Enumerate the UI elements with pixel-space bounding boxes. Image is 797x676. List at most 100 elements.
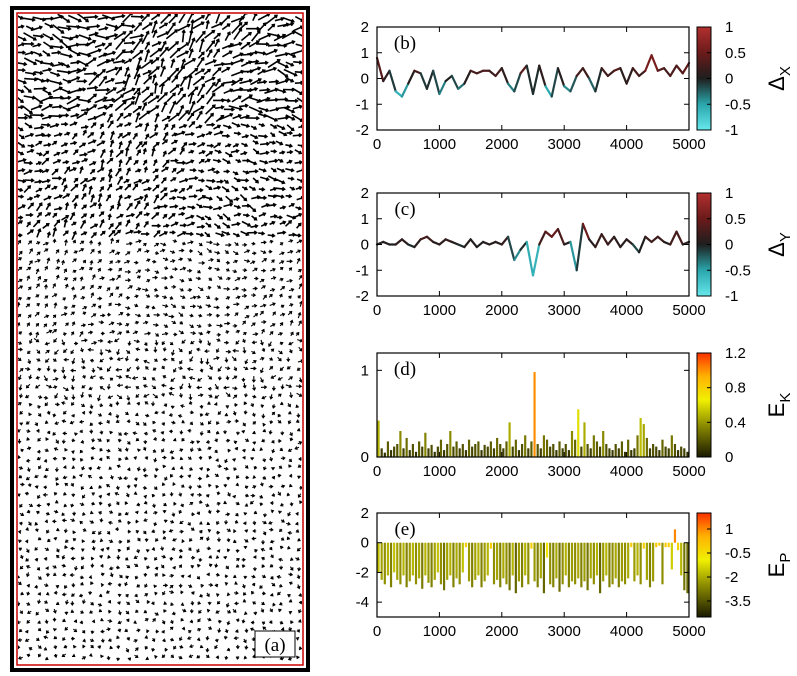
bar — [427, 542, 430, 583]
series-line-segment — [637, 69, 647, 78]
bar — [545, 542, 549, 558]
bar — [642, 424, 645, 457]
bar — [549, 542, 552, 585]
series-line-segment — [450, 74, 460, 90]
bar — [683, 542, 686, 591]
bar — [424, 542, 427, 576]
series-line-segment — [519, 64, 528, 75]
bar — [592, 435, 595, 457]
bar — [636, 542, 639, 576]
series-line-segment — [531, 243, 541, 277]
x-tick-label: 4000 — [610, 463, 643, 480]
colorbar-label-symbol: E — [764, 403, 789, 418]
bar — [514, 542, 517, 594]
series-line-segment — [675, 64, 684, 75]
bar — [499, 444, 502, 457]
x-tick-label: 1000 — [423, 623, 456, 640]
bar — [545, 439, 549, 457]
bar — [555, 542, 558, 579]
bar — [620, 441, 624, 457]
bar — [446, 444, 449, 457]
bar — [396, 444, 399, 457]
bar — [623, 542, 627, 585]
bar — [474, 542, 477, 580]
bar — [642, 542, 645, 549]
series-line-segment — [563, 85, 572, 93]
x-tick-label: 2000 — [485, 623, 518, 640]
bar — [393, 542, 396, 573]
colorbar-label-symbol: Δ — [764, 76, 789, 91]
bar — [442, 542, 446, 591]
x-tick-label: 5000 — [672, 463, 705, 480]
bar — [511, 542, 514, 576]
panel-e: 0 1000 2000 3000 4000 5000 -4 -2 0 2 (e) 1 -0.5 -2 -3.… — [356, 505, 794, 640]
series-line-segment — [662, 240, 672, 246]
bar — [489, 441, 492, 457]
panel-label: (d) — [394, 359, 416, 380]
series-line-segment — [669, 64, 678, 78]
bar — [464, 542, 468, 548]
bar — [664, 446, 667, 457]
bar — [533, 542, 536, 582]
series-line-segment — [631, 67, 641, 78]
bar — [620, 542, 624, 582]
bar — [611, 542, 614, 585]
bar — [561, 542, 564, 585]
series-line-segment — [594, 233, 603, 249]
bar — [477, 542, 480, 576]
series-line-segment — [413, 238, 422, 249]
series-line-segment — [625, 67, 634, 85]
series-line-segment — [469, 69, 478, 75]
bar — [461, 444, 464, 457]
bar — [648, 448, 652, 457]
bar — [614, 444, 617, 457]
panel-label: (b) — [394, 33, 416, 54]
bar — [558, 441, 561, 457]
bar — [414, 542, 418, 585]
bar — [583, 542, 586, 582]
bar — [549, 446, 552, 457]
bar — [552, 444, 555, 457]
y-tick-label: -4 — [356, 594, 369, 611]
bar — [670, 542, 673, 570]
bar — [661, 439, 664, 457]
bar — [570, 431, 574, 457]
series-line-segment — [538, 64, 547, 88]
series-line-segment — [606, 235, 616, 246]
bar — [380, 542, 383, 580]
series-line-segment — [494, 240, 503, 246]
series-line-segment — [407, 69, 416, 85]
y-tick-label: 0 — [361, 71, 369, 88]
series-line-segment — [500, 235, 510, 246]
bar — [664, 542, 667, 548]
bar — [402, 448, 405, 457]
bar — [405, 437, 408, 457]
bar — [589, 448, 592, 457]
bar — [617, 448, 620, 457]
series-line-segment — [382, 240, 391, 246]
bar — [630, 450, 633, 457]
bar — [418, 542, 421, 579]
series-line-segment — [669, 230, 678, 246]
bar — [652, 444, 655, 457]
bar — [411, 542, 414, 576]
bar — [414, 451, 418, 457]
panel-label-backing — [389, 32, 422, 54]
series-line-segment — [556, 227, 566, 246]
series-line-segment — [413, 69, 422, 75]
bar — [605, 542, 608, 576]
bar — [427, 448, 430, 457]
bar — [442, 450, 446, 457]
y-tick-label: 2 — [361, 19, 369, 36]
series-line-segment — [544, 85, 553, 98]
bar — [558, 542, 561, 592]
bar — [505, 441, 508, 457]
y-tick-label: 0 — [361, 535, 369, 552]
bar — [680, 446, 683, 457]
bar — [474, 444, 477, 457]
bar — [567, 450, 570, 457]
series-line-segment — [450, 240, 460, 246]
bar — [627, 439, 630, 457]
bar — [583, 422, 586, 457]
series-line-segment — [432, 69, 441, 96]
